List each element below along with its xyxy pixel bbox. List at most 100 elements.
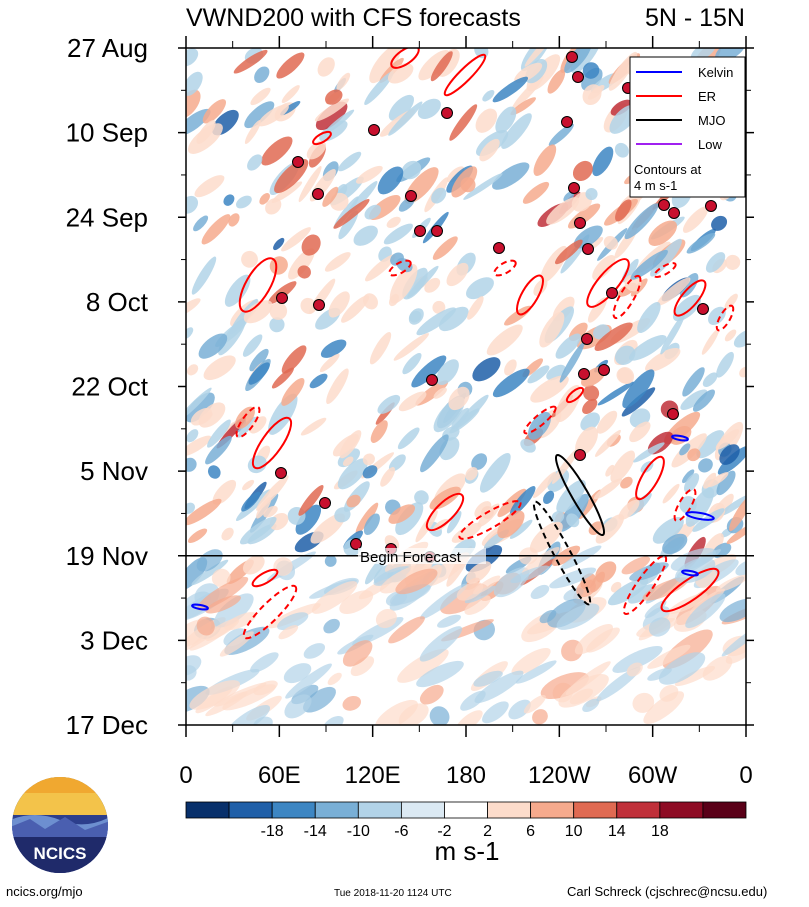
legend-mjo-label: MJO (698, 113, 725, 128)
anomaly-blob (273, 237, 285, 251)
storm-marker (441, 107, 453, 119)
anomaly-blob (715, 574, 746, 592)
anomaly-blob (265, 198, 282, 215)
anomaly-blob (446, 511, 462, 534)
storm-marker (668, 207, 680, 219)
y-tick-label: 27 Aug (67, 33, 148, 63)
anomaly-blob (629, 335, 667, 361)
y-tick-label: 10 Sep (66, 118, 148, 148)
colorbar-tick-label: -6 (394, 823, 408, 840)
anomaly-blob (633, 442, 665, 463)
y-tick-label: 19 Nov (66, 541, 148, 571)
storm-marker (606, 287, 618, 299)
anomaly-blob (438, 306, 469, 332)
anomaly-blob (288, 248, 315, 280)
anomaly-blob (530, 375, 569, 403)
anomaly-blob (355, 502, 379, 534)
anomaly-blob (187, 123, 223, 154)
anomaly-blob (247, 154, 263, 171)
anomaly-blob (587, 297, 607, 323)
logo-text: NCICS (34, 844, 87, 863)
anomaly-blob (223, 194, 235, 206)
anomaly-blob (724, 293, 738, 310)
colorbar-swatch (530, 801, 575, 819)
anomaly-blob (196, 576, 249, 611)
anomaly-blob (479, 453, 511, 493)
storm-marker (697, 303, 709, 315)
anomaly-blob (319, 353, 340, 373)
anomaly-blob (679, 443, 691, 456)
storm-marker (350, 538, 362, 550)
anomaly-blob (258, 104, 289, 127)
anomaly-blob (186, 685, 210, 713)
wave-contour (671, 434, 689, 442)
colorbar-tick-label: 10 (565, 823, 583, 840)
storm-marker (598, 364, 610, 376)
anomaly-blob (356, 165, 383, 184)
anomaly-blob (342, 695, 362, 711)
anomaly-blob (186, 71, 203, 96)
anomaly-blob (559, 493, 589, 532)
anomaly-blob (603, 235, 618, 250)
anomaly-blob (612, 646, 663, 673)
storm-marker (405, 190, 417, 202)
anomaly-blob (594, 429, 621, 457)
anomaly-blob (277, 612, 309, 631)
storm-marker (292, 156, 304, 168)
anomaly-blob (186, 392, 215, 423)
anomaly-blob (726, 523, 746, 545)
storm-marker (319, 497, 331, 509)
forecast-label-bg (358, 548, 486, 564)
anomaly-blob (306, 140, 327, 160)
anomaly-blob (594, 322, 633, 351)
colorbar-swatch (616, 801, 661, 819)
colorbar-swatch (400, 801, 445, 819)
storm-marker (414, 225, 426, 237)
anomaly-blob (492, 76, 529, 103)
anomaly-blob (716, 351, 734, 378)
anomaly-blob (465, 466, 478, 481)
anomaly-blob (703, 472, 717, 489)
anomaly-blob (205, 435, 232, 465)
anomaly-blob (437, 614, 462, 628)
anomaly-blob (208, 465, 221, 479)
anomaly-blob (532, 471, 557, 499)
anomaly-blob (431, 187, 447, 204)
storm-marker (368, 124, 380, 136)
anomaly-blob (632, 692, 655, 713)
anomaly-blob (393, 333, 429, 361)
y-axis: 27 Aug 10 Sep 24 Sep 8 Oct 22 Oct 5 Nov 19 Nov… (66, 33, 754, 740)
anomaly-blob (685, 593, 726, 629)
anomaly-blob (261, 136, 293, 166)
anomaly-blob (337, 458, 368, 490)
anomaly-blob (362, 453, 375, 466)
anomaly-blob (254, 66, 270, 83)
anomaly-blob (548, 123, 574, 147)
anomaly-blob (482, 89, 495, 102)
anomaly-blob (386, 216, 401, 229)
anomaly-blob (448, 386, 470, 411)
anomaly-blob (533, 278, 548, 296)
anomaly-blob (303, 643, 326, 659)
anomaly-blob (297, 265, 311, 279)
colorbar-swatch (271, 801, 316, 819)
x-tick-label: 60W (628, 762, 678, 789)
anomaly-blob (395, 568, 438, 595)
storm-marker (561, 116, 573, 128)
anomaly-blob (336, 72, 351, 90)
anomaly-blob (446, 262, 469, 287)
anomaly-blob (269, 317, 285, 333)
anomaly-blob (281, 85, 300, 104)
anomaly-blob (721, 621, 746, 657)
anomaly-blob (353, 225, 378, 246)
anomaly-blob (186, 195, 199, 214)
anomaly-blob (388, 293, 399, 307)
anomaly-blob (186, 327, 194, 340)
anomaly-blob (629, 421, 651, 443)
anomaly-blob (429, 486, 461, 510)
colorbar-swatch (659, 801, 704, 819)
anomaly-blob (464, 595, 491, 615)
storm-marker (275, 467, 287, 479)
wave-contour (238, 257, 278, 313)
